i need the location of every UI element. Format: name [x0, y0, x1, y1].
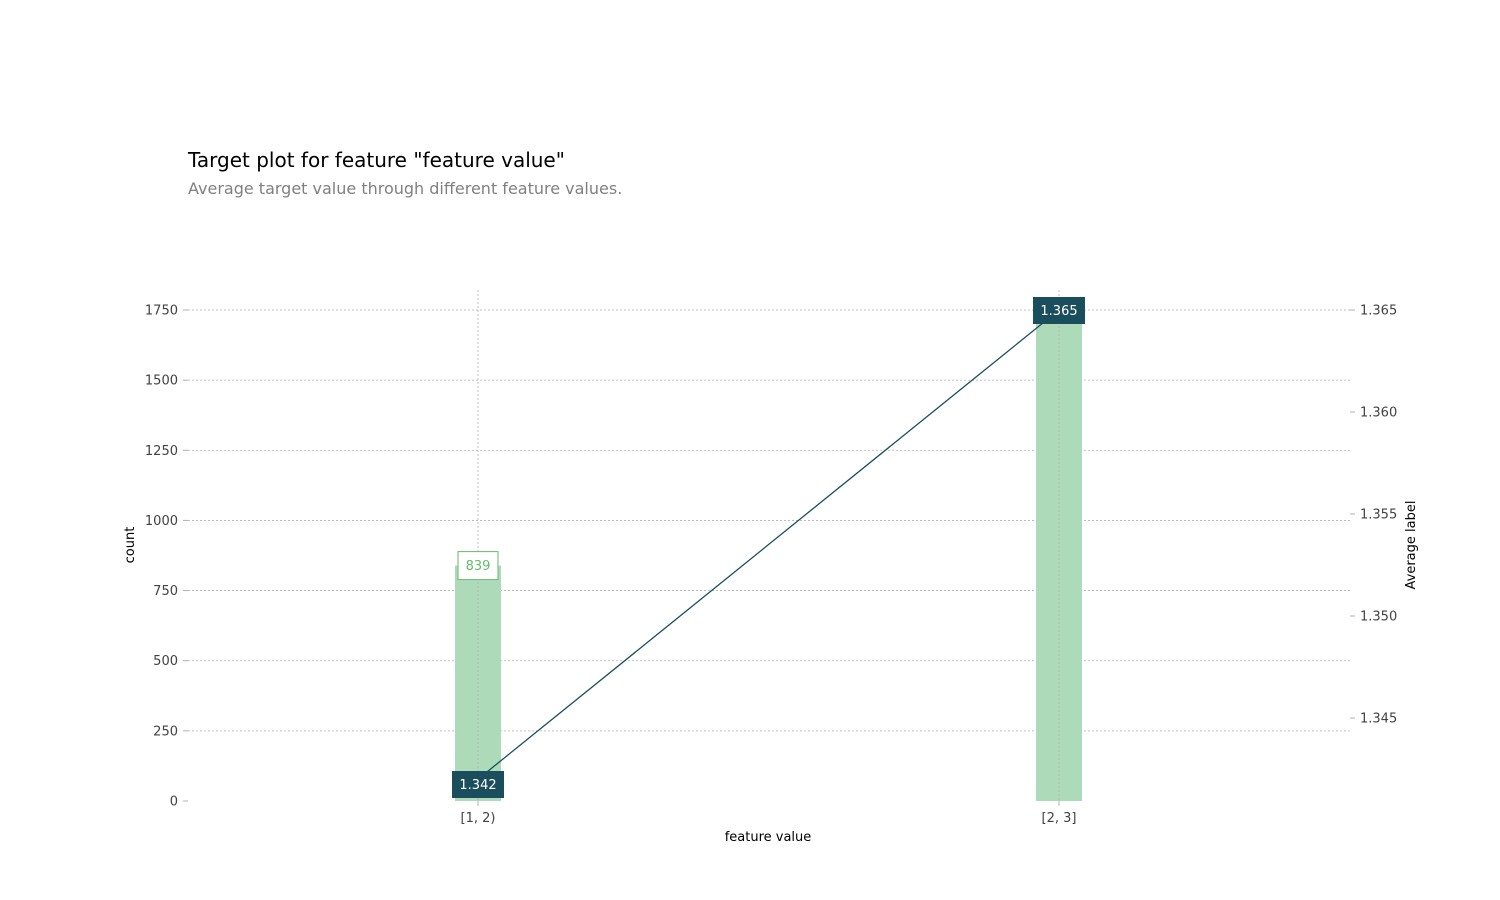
vertical-gridlines: [477, 290, 1060, 801]
data-labels: 839 1.342 1.365: [452, 297, 1085, 798]
y-tick-label: 1750: [145, 304, 178, 319]
chart-title: Target plot for feature "feature value": [188, 148, 565, 172]
x-axis-label: feature value: [725, 830, 812, 845]
line-point-label-box: [1033, 297, 1085, 324]
y-right-tick-label: 1.345: [1360, 712, 1397, 727]
x-tick-label: [1, 2): [461, 811, 496, 826]
y-axis-label: count: [123, 527, 138, 564]
y-right-tick-label: 1.355: [1360, 508, 1397, 523]
bar-count-label-box: [457, 551, 499, 581]
y-right-tick-label: 1.360: [1360, 406, 1397, 421]
y-right-tick-label: 1.365: [1360, 304, 1397, 319]
line-point-label: 1.342: [459, 778, 496, 793]
y-tick-label: 1250: [145, 444, 178, 459]
gridlines: [188, 309, 1350, 732]
y-tick-label: 250: [153, 724, 178, 739]
average-label-line: [477, 309, 1060, 780]
count-bars: [455, 300, 1082, 801]
y-tick-label: 1500: [145, 374, 178, 389]
chart-subtitle: Average target value through different f…: [188, 179, 623, 198]
y-tick-label: 1000: [145, 514, 178, 529]
y-tick-label: 0: [170, 795, 178, 810]
average-label-line-path: [477, 309, 1060, 780]
x-tick-label: [2, 3]: [1042, 811, 1077, 826]
line-point-label: 1.365: [1040, 304, 1077, 319]
bar-count-label: 839: [466, 559, 491, 574]
y-right-axis-label: Average label: [1404, 501, 1419, 590]
y-tick-label: 500: [153, 654, 178, 669]
line-point-label-box: [452, 771, 504, 798]
y-right-tick-label: 1.350: [1360, 610, 1397, 625]
y-tick-label: 750: [153, 584, 178, 599]
axes: 0 250 500 750 1000 1250 1500 1750 1.345 1.350 1.35…: [123, 304, 1419, 846]
